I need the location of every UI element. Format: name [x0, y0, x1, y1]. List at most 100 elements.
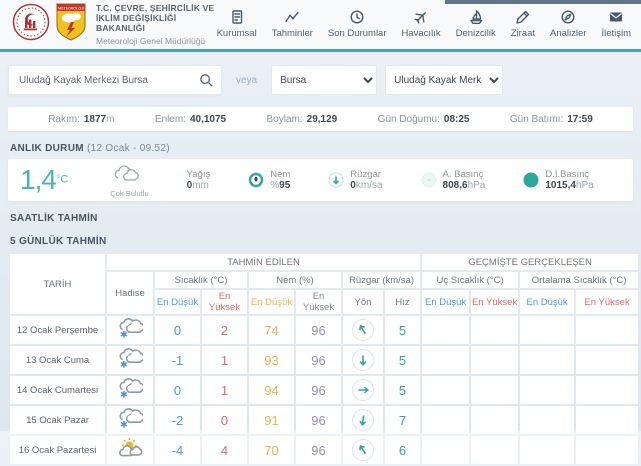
wind-direction-cell	[343, 436, 383, 464]
humidity-min-cell: 94	[249, 376, 294, 404]
nav-item-i̇letişim[interactable]: İletişim	[601, 9, 631, 39]
hourly-section-title[interactable]: SAATLİK TAHMİN	[10, 213, 631, 224]
ext-max-cell	[471, 436, 518, 464]
date-cell: 15 Ocak Pazar	[10, 406, 105, 434]
wind-direction-cell	[343, 316, 383, 344]
col-header-ext-max: En Yüksek	[471, 290, 518, 314]
nav-item-ziraat[interactable]: Ziraat	[511, 9, 535, 39]
wind-direction-cell	[343, 346, 383, 374]
condition-cell	[107, 346, 153, 374]
snowy-cloud-icon	[117, 406, 143, 429]
info-item: Enlem:40,1075	[155, 114, 226, 125]
col-header-hum-min: En Düşük	[249, 290, 294, 314]
nav-item-analizler[interactable]: Analizler	[550, 9, 586, 39]
temp-max-cell: 1	[202, 346, 247, 374]
wind-direction-arrow-icon	[355, 412, 371, 428]
svg-text:METEOROLOJİ: METEOROLOJİ	[58, 5, 84, 10]
ministry-logo	[12, 3, 50, 46]
forecast-row: 14 Ocak Cumartesi 019496 5	[10, 376, 638, 404]
or-label: veya	[236, 75, 257, 86]
avg-min-cell	[520, 346, 574, 374]
temp-min-cell: -2	[155, 406, 200, 434]
avg-max-cell	[576, 316, 638, 344]
ext-min-cell	[422, 436, 469, 464]
temp-max-cell: 1	[202, 376, 247, 404]
avg-min-cell	[520, 406, 574, 434]
ext-max-cell	[471, 376, 518, 404]
forecast-row: 16 Ocak Pazartesi-4470966	[10, 436, 638, 464]
nav-item-kurumsal[interactable]: Kurumsal	[217, 9, 257, 39]
wind-speed-cell: 7	[385, 406, 420, 434]
date-cell: 12 Ocak Perşembe	[10, 316, 105, 344]
info-item: Boylam:29,129	[267, 114, 338, 125]
wind-speed-cell: 5	[385, 376, 420, 404]
temp-max-cell: 0	[202, 406, 247, 434]
station-select[interactable]: Uludağ Kayak Merkezi	[385, 65, 503, 95]
col-header-wind-dir: Yön	[343, 290, 383, 314]
current-condition-label: Çok Bulutlu	[110, 189, 148, 198]
condition-cell	[107, 406, 153, 434]
nav-item-son-durumlar[interactable]: Son Durumlar	[328, 9, 387, 39]
date-cell: 13 Ocak Cuma	[10, 346, 105, 374]
building-icon	[229, 9, 245, 25]
city-select[interactable]: Bursa	[271, 65, 377, 95]
nav-label: Son Durumlar	[328, 28, 387, 39]
col-header-hum-max: En Yüksek	[296, 290, 341, 314]
wind-direction-arrow-icon	[353, 320, 372, 339]
temp-max-cell: 2	[202, 316, 247, 344]
col-group-extreme-temp: Uç Sıcaklık (°C)	[422, 272, 518, 288]
wind-speed-cell: 5	[385, 346, 420, 374]
nav-item-denizcilik[interactable]: Denizcilik	[456, 9, 496, 39]
station-info-bar: Rakım:1877mEnlem:40,1075Boylam:29,129Gün…	[8, 107, 633, 131]
nav-label: Havacılık	[402, 28, 441, 39]
search-button[interactable]	[191, 66, 221, 94]
search-input[interactable]	[9, 75, 191, 86]
forecast-row: 15 Ocak Pazar-2091967	[10, 406, 638, 434]
col-header-date: TARİH	[10, 254, 105, 314]
humidity-min-cell: 93	[249, 346, 294, 374]
condition-cell	[107, 376, 153, 404]
col-group-wind: Rüzgar (km/sa)	[343, 272, 420, 288]
cloudy-icon	[114, 163, 144, 188]
metric-ya-: Yağış0mm	[187, 169, 211, 191]
avg-min-cell	[520, 376, 574, 404]
wind-speed-cell: 5	[385, 316, 420, 344]
humidity-max-cell: 96	[296, 376, 341, 404]
forecast-rows: 12 Ocak Perşembe027496513 Ocak Cuma -1193…	[10, 316, 638, 464]
humidity-max-cell: 96	[296, 406, 341, 434]
nav-item-tahminler[interactable]: Tahminler	[272, 9, 313, 39]
daily-section-title[interactable]: 5 GÜNLÜK TAHMİN	[10, 236, 631, 247]
avg-max-cell	[576, 436, 638, 464]
main-nav: Kurumsal Tahminler Son Durumlar Havacılık De…	[217, 9, 631, 41]
info-item: Rakım:1877m	[48, 114, 114, 125]
humidity-max-cell: 96	[296, 436, 341, 464]
forecast-row: 12 Ocak Perşembe0274965	[10, 316, 638, 344]
wind-direction-arrow-icon	[356, 383, 370, 397]
nav-label: Analizler	[550, 28, 586, 39]
temp-min-cell: 0	[155, 376, 200, 404]
wind-direction-cell	[343, 376, 383, 404]
temp-min-cell: -1	[155, 346, 200, 374]
current-metrics: Yağış0mmNem%95Rüzgar0km/saA. Basınç808,6…	[149, 169, 594, 191]
col-header-avg-min: En Düşük	[520, 290, 574, 314]
search-box	[8, 65, 222, 95]
wind-direction-cell	[343, 406, 383, 434]
ext-max-cell	[471, 316, 518, 344]
avg-max-cell	[576, 346, 638, 374]
condition-cell	[107, 436, 153, 464]
nav-item-havacılık[interactable]: Havacılık	[402, 9, 441, 39]
metric-r-zgar: Rüzgar0km/sa	[328, 169, 382, 191]
location-search-row: veya Bursa Uludağ Kayak Merkezi	[0, 52, 641, 105]
col-header-wind-speed: Hız	[385, 290, 420, 314]
nav-label: Ziraat	[511, 28, 535, 39]
metric-a-bas-n-: A. Basınç808,6hPa	[421, 169, 486, 191]
compass-icon	[560, 9, 576, 25]
nav-label: Denizcilik	[456, 28, 496, 39]
date-cell: 14 Ocak Cumartesi	[10, 376, 105, 404]
current-temperature: 1,4°C	[20, 164, 68, 196]
chart-icon	[284, 9, 300, 25]
ministry-title: T.C. ÇEVRE, ŞEHİRCİLİK VE İKLİM DEĞİŞİKL…	[96, 3, 217, 33]
current-section-title: ANLIK DURUM (12 Ocak - 09.52)	[10, 143, 631, 154]
nav-label: Tahminler	[272, 28, 313, 39]
ext-min-cell	[422, 316, 469, 344]
